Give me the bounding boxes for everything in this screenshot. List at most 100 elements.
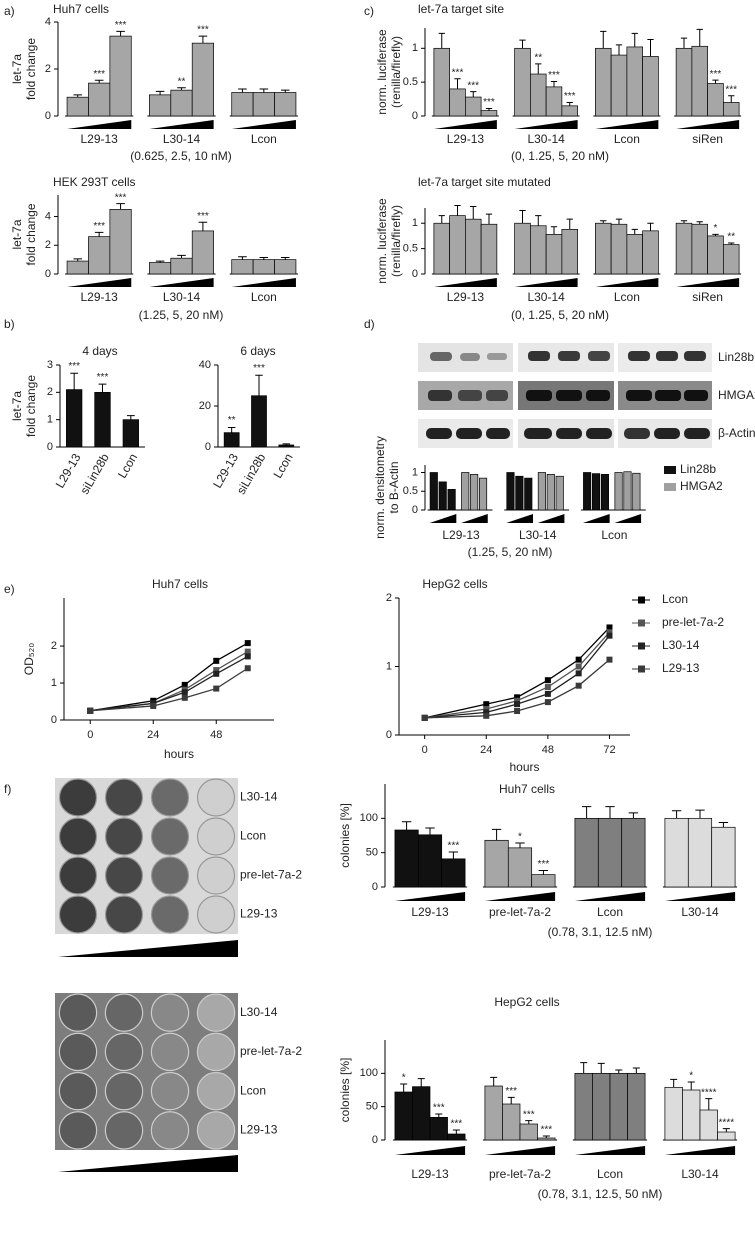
bar — [621, 817, 646, 888]
y-axis-label: let-7a — [10, 391, 24, 421]
plate-well — [196, 993, 236, 1032]
bar — [66, 96, 89, 117]
bar — [149, 262, 172, 275]
bar — [507, 847, 533, 888]
error-bar — [452, 1129, 460, 1134]
error-bar — [671, 810, 682, 819]
series-line — [424, 627, 610, 719]
bar — [88, 82, 111, 117]
significance: ** — [178, 76, 186, 87]
dose-wedge — [461, 514, 488, 523]
error-bar — [155, 260, 165, 263]
bar — [465, 218, 482, 275]
group-label: L29-13 — [442, 528, 480, 542]
significance: * — [714, 223, 718, 234]
bar — [642, 56, 659, 117]
significance: *** — [548, 70, 560, 81]
error-bar — [155, 90, 165, 95]
error-bar — [600, 30, 607, 49]
y-tick-label: 0 — [51, 714, 57, 726]
bar — [514, 222, 531, 275]
significance: *** — [450, 1119, 462, 1130]
bar — [429, 1116, 448, 1141]
bar — [449, 88, 466, 117]
bar — [642, 230, 659, 275]
series-line — [90, 642, 249, 712]
marker — [575, 670, 582, 677]
plate-well — [104, 856, 144, 895]
bar — [461, 472, 470, 511]
error-bar — [597, 1062, 605, 1074]
marker — [213, 685, 220, 692]
dose-wedge — [595, 120, 659, 129]
bar — [480, 110, 498, 117]
x-tick-label: 24 — [480, 744, 492, 756]
marker — [514, 708, 521, 715]
legend-label: Lcon — [662, 592, 688, 606]
chart-title: let-7a target site — [418, 2, 504, 16]
bar — [546, 474, 555, 511]
bar — [717, 1131, 736, 1141]
bar — [447, 489, 456, 511]
error-bar — [98, 383, 107, 393]
y-tick-label: 2 — [45, 239, 51, 251]
bar — [484, 1085, 503, 1141]
bar — [170, 257, 193, 275]
bar — [394, 829, 419, 888]
marker — [575, 682, 582, 689]
legend-marker — [638, 596, 645, 604]
y-axis-label: fold change — [24, 203, 38, 265]
x-tick-label: 48 — [542, 744, 554, 756]
bar — [595, 222, 612, 275]
error-bar — [680, 220, 688, 224]
error-bar — [695, 809, 705, 819]
dose-wedge — [582, 514, 610, 523]
bar — [664, 817, 689, 888]
x-tick-label: 48 — [210, 729, 222, 741]
error-bar — [70, 372, 79, 390]
group-label: siRen — [692, 132, 723, 146]
bar — [109, 209, 132, 275]
bar — [231, 259, 254, 275]
group-label: L29-13 — [447, 290, 485, 304]
y-tick-label: 0 — [45, 268, 51, 280]
dose-wedge — [484, 1146, 556, 1155]
bar — [94, 391, 111, 448]
marker — [244, 640, 251, 647]
bar — [515, 475, 524, 511]
significance: *** — [725, 84, 737, 95]
error-bar — [417, 1078, 425, 1087]
dose-wedge — [574, 1146, 646, 1155]
x-axis-label: hours — [509, 760, 539, 774]
dose-wedge — [433, 278, 497, 287]
bar — [632, 472, 641, 511]
y-tick-label: 1 — [412, 466, 418, 478]
error-bar — [259, 256, 269, 260]
significance: *** — [467, 80, 479, 91]
error-bar — [615, 218, 623, 225]
group-label: siRen — [692, 290, 723, 304]
error-bar — [73, 94, 83, 98]
marker — [213, 667, 220, 674]
error-bar — [535, 215, 542, 226]
bar — [433, 222, 450, 275]
dose-wedge — [664, 892, 736, 901]
y-tick-label: 100 — [360, 812, 378, 824]
y-tick-label: 2 — [51, 640, 57, 652]
plate-well — [196, 1032, 236, 1072]
bar — [252, 92, 275, 117]
bar — [623, 471, 632, 511]
significance: *** — [452, 67, 464, 78]
plate-well — [150, 817, 190, 856]
plate-well — [196, 895, 236, 934]
error-bar — [696, 28, 703, 47]
error-bar — [485, 108, 493, 111]
bar — [610, 223, 628, 275]
error-bar — [198, 35, 208, 44]
error-bar — [615, 44, 623, 56]
plate-label: L30-14 — [240, 790, 278, 804]
bar — [251, 395, 267, 448]
error-bar — [491, 828, 502, 841]
error-bar — [116, 30, 125, 37]
y-tick-label: 0 — [47, 441, 53, 453]
